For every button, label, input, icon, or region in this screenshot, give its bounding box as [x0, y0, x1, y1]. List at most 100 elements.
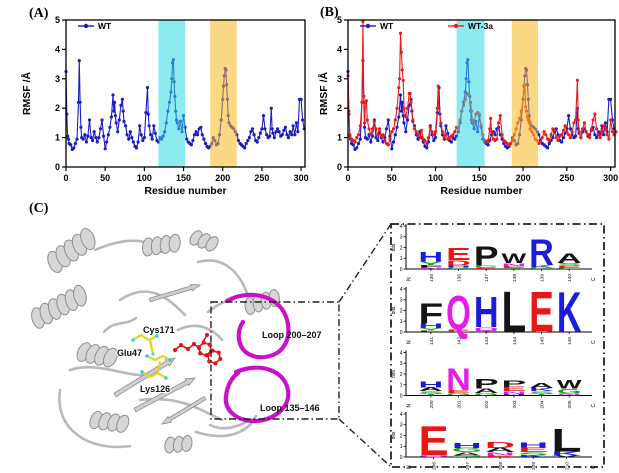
svg-text:Q: Q [446, 288, 471, 341]
svg-text:0: 0 [400, 393, 403, 399]
svg-text:E: E [518, 446, 550, 454]
svg-text:C: C [591, 465, 597, 469]
svg-text:E: E [557, 265, 582, 268]
svg-text:S: S [529, 390, 554, 394]
svg-text:0: 0 [400, 267, 403, 273]
svg-text:100: 100 [428, 173, 443, 183]
svg-text:D: D [446, 259, 471, 267]
svg-text:G: G [452, 447, 482, 454]
svg-text:N: N [474, 330, 499, 333]
loop-200-207-highlight [210, 20, 237, 167]
svg-text:S: S [452, 455, 483, 458]
svg-text:200: 200 [516, 173, 531, 183]
svg-text:2: 2 [337, 103, 342, 113]
svg-text:A: A [557, 250, 583, 266]
svg-text:T: T [529, 393, 557, 396]
svg-text:L: L [551, 423, 582, 460]
y-axis-title: RMSF /Å [20, 72, 33, 116]
zoom-connector-bottom [338, 418, 392, 468]
svg-text:4: 4 [337, 44, 342, 54]
svg-text:0: 0 [345, 173, 350, 183]
svg-text:H: H [446, 265, 471, 269]
svg-text:H: H [418, 380, 443, 389]
svg-text:140: 140 [567, 274, 573, 282]
svg-text:150: 150 [176, 173, 191, 183]
svg-text:S: S [501, 268, 527, 270]
svg-text:H: H [474, 289, 499, 337]
svg-text:100: 100 [137, 173, 152, 183]
svg-text:2: 2 [55, 103, 60, 113]
zoom-connector-top [338, 223, 392, 303]
svg-text:S: S [418, 390, 443, 394]
svg-text:0: 0 [400, 330, 403, 336]
svg-text:0: 0 [63, 173, 68, 183]
svg-text:1: 1 [400, 319, 403, 325]
svg-text:141: 141 [429, 337, 435, 345]
svg-text:V: V [551, 455, 582, 458]
svg-text:N: N [557, 393, 582, 397]
svg-text:208: 208 [498, 462, 504, 470]
svg-text:1: 1 [400, 383, 403, 389]
svg-text:3: 3 [55, 74, 60, 84]
svg-text:P: P [474, 242, 499, 273]
svg-text:50: 50 [387, 173, 397, 183]
svg-text:G: G [474, 265, 500, 269]
svg-text:F: F [418, 298, 443, 330]
svg-text:204: 204 [540, 400, 546, 408]
svg-text:N: N [501, 262, 527, 267]
rmsf-chart-wt: 0 50 100 150 200 250 300 0 1 2 3 4 5 Residue number RM… [20, 15, 309, 197]
svg-text:1: 1 [337, 133, 342, 143]
svg-text:L: L [501, 279, 526, 345]
svg-text:E: E [529, 279, 554, 343]
svg-text:135: 135 [429, 274, 435, 282]
svg-text:D: D [529, 331, 554, 333]
svg-text:G: G [446, 392, 472, 396]
loop-200-207 [224, 292, 291, 360]
svg-text:142: 142 [457, 337, 463, 345]
svg-text:207: 207 [465, 462, 471, 470]
svg-text:137: 137 [484, 274, 490, 282]
svg-text:N: N [418, 268, 443, 270]
svg-text:S: S [557, 262, 582, 267]
svg-text:F: F [418, 265, 445, 269]
svg-text:S: S [518, 451, 548, 456]
svg-text:205: 205 [567, 400, 573, 408]
loop-135-146-highlight [158, 20, 186, 167]
svg-text:300: 300 [294, 173, 309, 183]
ligand-ball-and-stick [172, 332, 223, 366]
svg-text:Q: Q [419, 454, 451, 458]
svg-text:C: C [557, 268, 582, 270]
svg-text:4: 4 [55, 44, 60, 54]
panel-letter-b: (B) [320, 5, 339, 20]
svg-text:C: C [591, 277, 597, 281]
svg-text:50: 50 [100, 173, 110, 183]
stick-tip-atoms [131, 334, 172, 380]
svg-text:N: N [446, 362, 471, 397]
svg-text:P: P [501, 379, 526, 389]
svg-text:3: 3 [400, 361, 403, 367]
svg-text:N: N [407, 465, 413, 469]
svg-text:D: D [485, 441, 517, 450]
svg-text:A: A [474, 388, 499, 395]
svg-text:K: K [529, 264, 556, 268]
svg-text:E: E [446, 389, 471, 394]
svg-text:5: 5 [55, 15, 60, 25]
svg-text:145: 145 [540, 337, 546, 345]
svg-text:139: 139 [540, 274, 546, 282]
svg-text:3: 3 [337, 74, 342, 84]
svg-text:N: N [407, 340, 413, 344]
rmsf-chart-wt-vs-wt3a: 0 50 100 150 200 250 300 0 1 2 3 4 5 Residue number RM… [317, 15, 618, 197]
protein-structure: Cys171 Glu47 Lys126 [31, 228, 291, 454]
panel-letter-c: (C) [29, 201, 49, 216]
svg-text:1: 1 [55, 133, 60, 143]
svg-text:E: E [446, 244, 471, 264]
svg-text:2: 2 [400, 433, 403, 439]
svg-text:K: K [557, 280, 582, 344]
svg-text:1: 1 [400, 256, 403, 262]
